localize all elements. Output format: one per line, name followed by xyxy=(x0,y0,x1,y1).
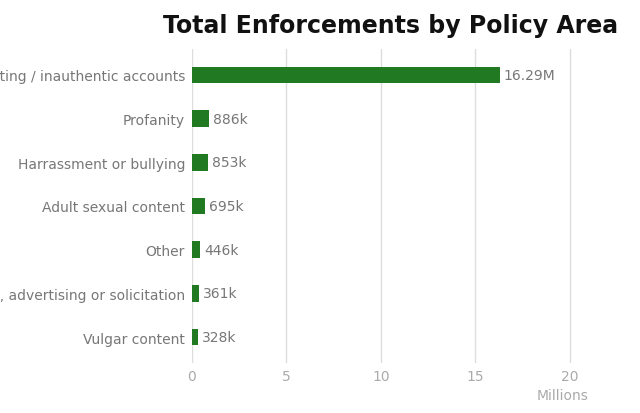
Text: 328k: 328k xyxy=(202,330,236,344)
Text: 16.29M: 16.29M xyxy=(504,69,556,83)
Bar xyxy=(192,111,209,128)
Bar xyxy=(192,242,200,259)
Text: 886k: 886k xyxy=(212,112,247,126)
Bar xyxy=(192,329,198,346)
Text: 853k: 853k xyxy=(212,156,246,170)
Bar xyxy=(192,154,208,171)
Bar xyxy=(192,285,199,302)
Bar xyxy=(192,67,500,84)
Title: Total Enforcements by Policy Area: Total Enforcements by Policy Area xyxy=(163,14,618,38)
Text: 695k: 695k xyxy=(209,199,244,214)
Bar xyxy=(192,198,205,215)
X-axis label: Millions: Millions xyxy=(537,389,589,402)
Text: 361k: 361k xyxy=(203,287,237,301)
Text: 446k: 446k xyxy=(204,243,239,257)
